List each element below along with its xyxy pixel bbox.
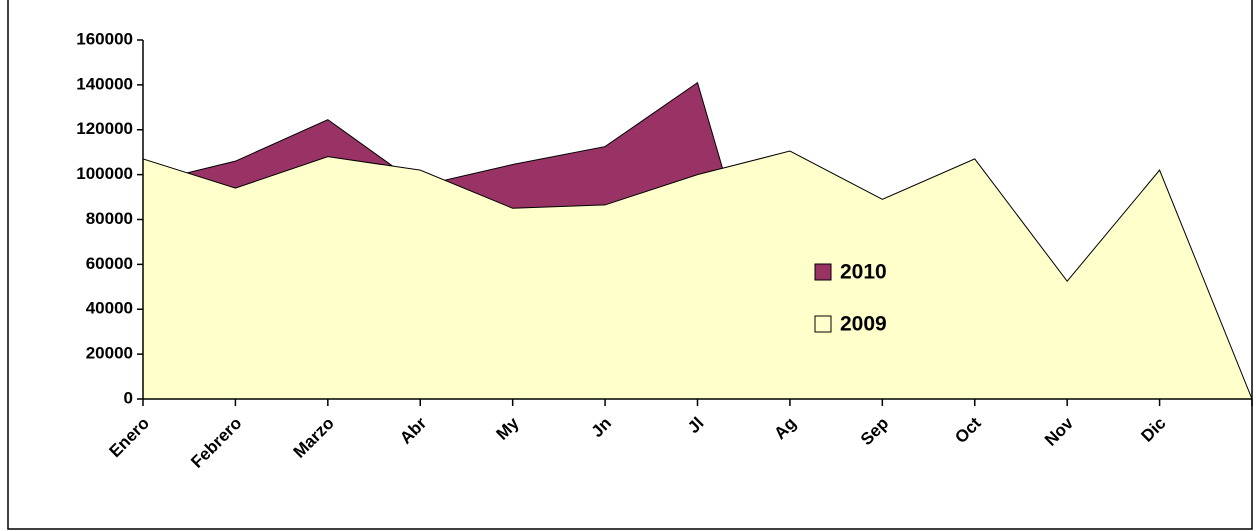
- legend-label: 2010: [840, 261, 887, 284]
- y-tick-label: 0: [124, 388, 133, 407]
- y-tick-label: 20000: [86, 344, 133, 363]
- y-tick-label: 80000: [86, 209, 133, 228]
- legend-swatch: [814, 315, 832, 333]
- y-tick-label: 60000: [86, 254, 133, 273]
- area: [142, 150, 1253, 400]
- y-tick-label: 40000: [86, 299, 133, 318]
- legend-label: 2009: [840, 313, 887, 336]
- legend-swatch: [814, 263, 832, 281]
- y-tick-label: 120000: [76, 119, 133, 138]
- y-tick-label: 160000: [76, 29, 133, 48]
- y-tick-label: 100000: [76, 164, 133, 183]
- y-tick-label: 140000: [76, 74, 133, 93]
